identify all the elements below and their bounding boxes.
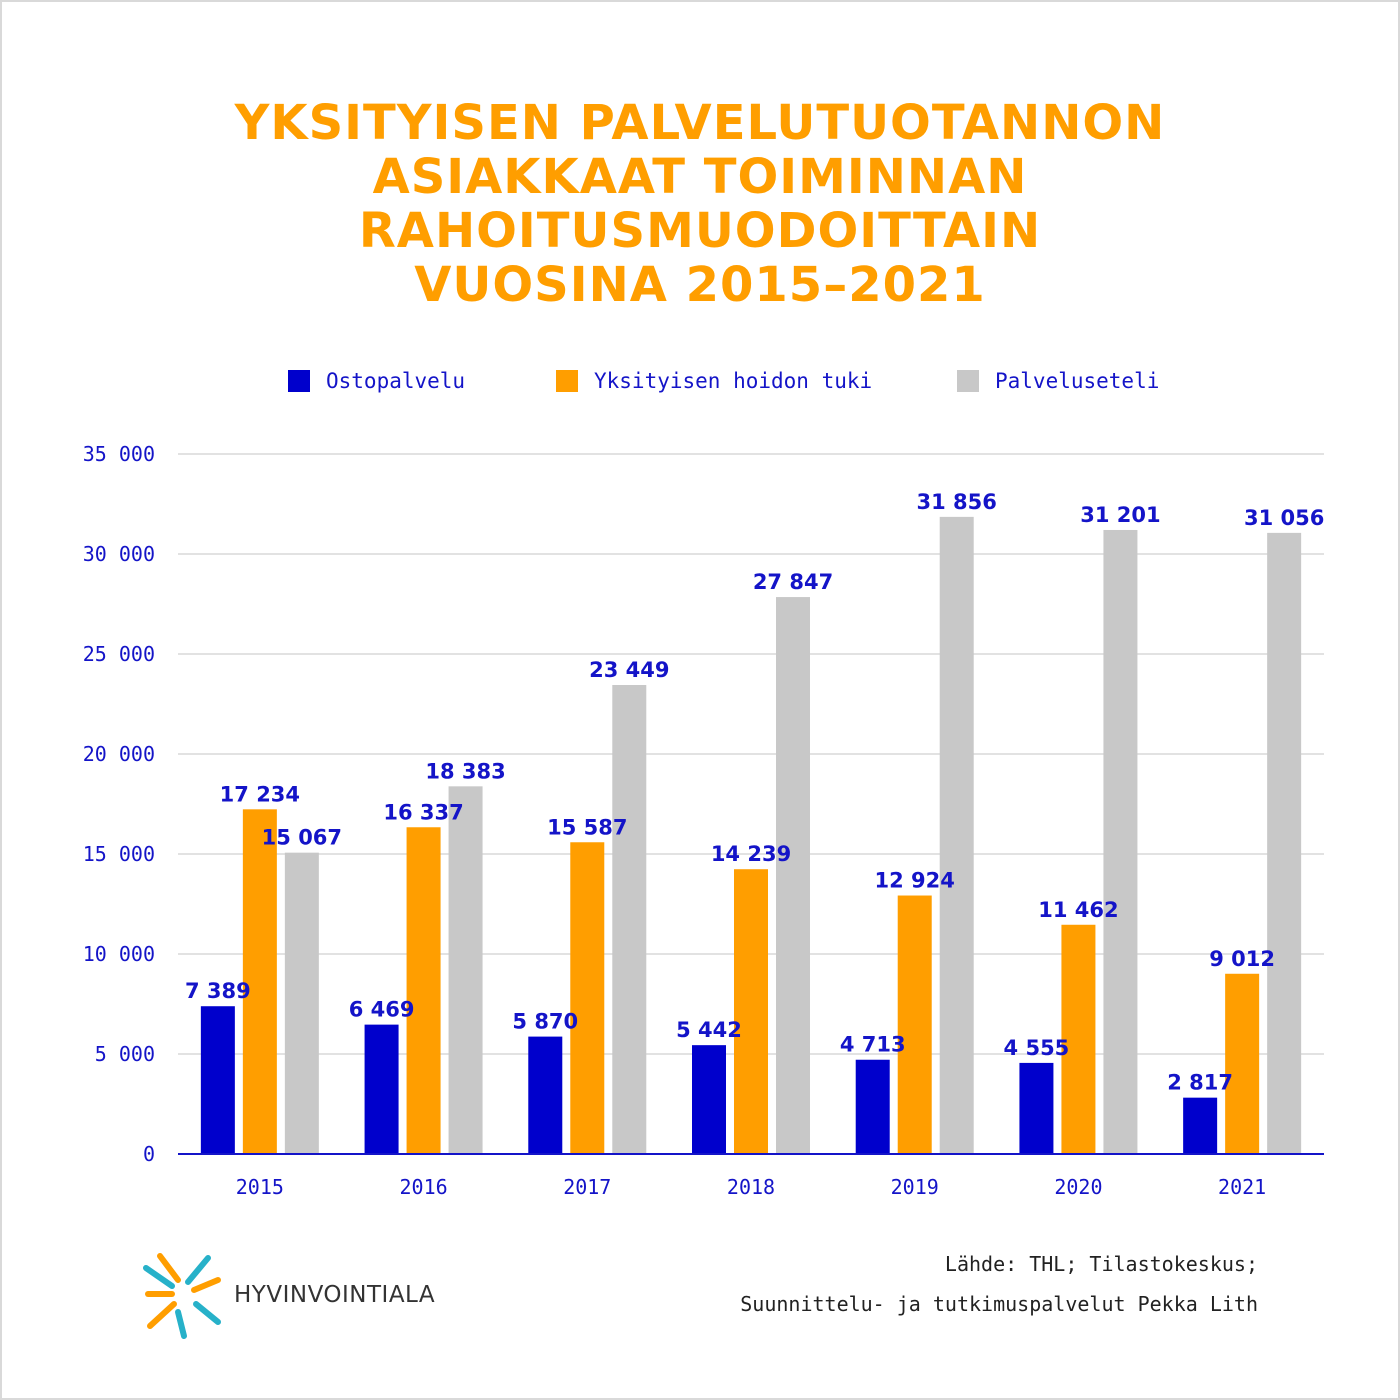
data-label: 15 067 bbox=[262, 826, 342, 850]
bar bbox=[939, 516, 974, 1154]
y-tick-label: 15 000 bbox=[83, 842, 155, 866]
legend-label-yksityisen-hoidon-tuki: Yksityisen hoidon tuki bbox=[594, 369, 873, 393]
data-label: 4 555 bbox=[1004, 1036, 1070, 1060]
title-line-3: RAHOITUSMUODOITTAIN bbox=[358, 203, 1042, 259]
title-line-1: YKSITYISEN PALVELUTUOTANNON bbox=[234, 95, 1166, 151]
x-tick-label: 2020 bbox=[1054, 1175, 1102, 1199]
legend-item-palveluseteli: Palveluseteli bbox=[957, 366, 1159, 396]
bar bbox=[776, 597, 810, 1154]
data-label: 16 337 bbox=[383, 800, 463, 824]
y-tick-label: 5 000 bbox=[95, 1042, 155, 1066]
bar bbox=[734, 869, 768, 1154]
x-tick-label: 2018 bbox=[727, 1175, 775, 1199]
data-label: 4 713 bbox=[840, 1033, 906, 1057]
bar bbox=[1183, 1097, 1218, 1154]
data-label: 5 442 bbox=[676, 1018, 742, 1042]
data-label: 6 469 bbox=[349, 998, 415, 1022]
legend-item-ostopalvelu: Ostopalvelu bbox=[288, 366, 465, 396]
data-label: 23 449 bbox=[589, 658, 669, 682]
bar bbox=[242, 809, 277, 1154]
source-line-1: Lähde: THL; Tilastokeskus; bbox=[944, 1252, 1258, 1276]
legend-swatch-ostopalvelu bbox=[288, 370, 310, 392]
data-label: 17 234 bbox=[220, 782, 300, 806]
bar bbox=[406, 827, 441, 1154]
bar bbox=[1267, 532, 1302, 1154]
bar bbox=[1061, 924, 1096, 1154]
x-tick-label: 2019 bbox=[891, 1175, 939, 1199]
legend-label-palveluseteli: Palveluseteli bbox=[995, 369, 1160, 393]
title-line-2: ASIAKKAAT TOIMINNAN bbox=[372, 149, 1028, 205]
bar bbox=[1019, 1062, 1054, 1154]
x-tick-label: 2016 bbox=[399, 1175, 447, 1199]
legend-swatch-palveluseteli bbox=[957, 370, 979, 392]
legend-label-ostopalvelu: Ostopalvelu bbox=[326, 369, 466, 393]
hyvinvointiala-logo: HYVINVOINTIALA bbox=[138, 1250, 498, 1340]
data-label: 11 462 bbox=[1038, 898, 1118, 922]
bar bbox=[570, 842, 605, 1154]
data-label: 31 856 bbox=[917, 490, 997, 514]
y-tick-label: 30 000 bbox=[83, 542, 155, 566]
x-tick-label: 2017 bbox=[563, 1175, 611, 1199]
bar bbox=[855, 1059, 890, 1154]
data-label: 31 201 bbox=[1080, 503, 1160, 527]
source-line-2: Suunnittelu- ja tutkimuspalvelut Pekka L… bbox=[740, 1292, 1258, 1316]
bar bbox=[1225, 973, 1260, 1154]
data-label: 2 817 bbox=[1167, 1071, 1233, 1095]
bar bbox=[284, 852, 319, 1154]
bar bbox=[612, 685, 647, 1154]
y-tick-label: 25 000 bbox=[83, 642, 155, 666]
y-tick-label: 0 bbox=[143, 1142, 155, 1166]
bar bbox=[692, 1045, 726, 1154]
chart-title: YKSITYISEN PALVELUTUOTANNON ASIAKKAAT TO… bbox=[100, 96, 1300, 312]
y-tick-label: 35 000 bbox=[83, 442, 155, 466]
y-tick-label: 10 000 bbox=[83, 942, 155, 966]
bar bbox=[364, 1024, 399, 1154]
bar bbox=[200, 1006, 235, 1154]
y-tick-label: 20 000 bbox=[83, 742, 155, 766]
bar bbox=[1103, 529, 1138, 1154]
data-label: 9 012 bbox=[1209, 947, 1275, 971]
legend-swatch-yksityisen-hoidon-tuki bbox=[556, 370, 578, 392]
x-tick-label: 2015 bbox=[236, 1175, 284, 1199]
source-note: Lähde: THL; Tilastokeskus; Suunnittelu- … bbox=[740, 1244, 1258, 1324]
data-label: 15 587 bbox=[547, 815, 627, 839]
data-label: 5 870 bbox=[512, 1010, 578, 1034]
data-label: 27 847 bbox=[753, 570, 833, 594]
bar bbox=[897, 895, 932, 1154]
logo-star-icon bbox=[143, 1253, 221, 1339]
data-label: 7 389 bbox=[185, 979, 251, 1003]
data-label: 14 239 bbox=[711, 842, 791, 866]
data-label: 12 924 bbox=[875, 869, 955, 893]
title-line-4: VUOSINA 2015–2021 bbox=[414, 257, 986, 313]
chart-legend: Ostopalvelu Yksityisen hoidon tuki Palve… bbox=[0, 366, 1400, 396]
bar bbox=[528, 1036, 563, 1154]
legend-item-yksityisen-hoidon-tuki: Yksityisen hoidon tuki bbox=[556, 366, 872, 396]
logo-text: HYVINVOINTIALA bbox=[234, 1282, 436, 1308]
bar bbox=[448, 786, 483, 1154]
x-tick-label: 2021 bbox=[1218, 1175, 1266, 1199]
data-label: 31 056 bbox=[1244, 506, 1324, 530]
data-label: 18 383 bbox=[425, 759, 505, 783]
